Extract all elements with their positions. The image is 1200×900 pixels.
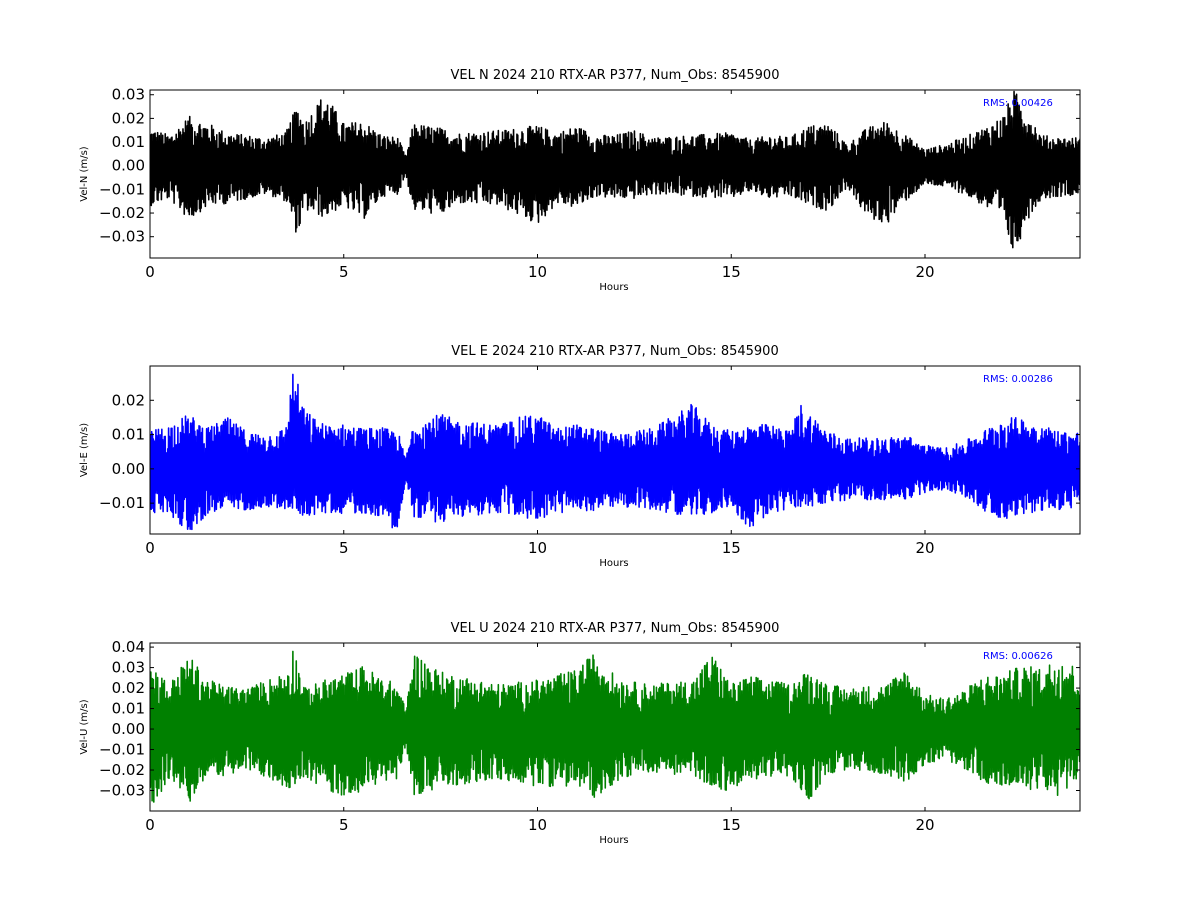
x-tick-label: 5 (339, 539, 349, 557)
y-tick-label: −0.01 (99, 494, 145, 512)
x-axis-label: Hours (599, 558, 628, 569)
x-tick-label: 20 (915, 539, 934, 557)
x-tick-label: 10 (528, 263, 547, 281)
y-tick-label: 0.01 (112, 133, 145, 151)
series-trace (150, 650, 1080, 803)
y-tick-label: 0.02 (112, 679, 145, 697)
y-tick-label: 0.00 (112, 460, 145, 478)
x-tick-label: 15 (722, 816, 741, 834)
chart-panel-2: 0 5 10 15 20 −0.01 0.00 0.01 0.02 VEL E 2024 210 … (79, 344, 1081, 569)
y-tick-label: −0.02 (99, 761, 145, 779)
plot-frame (149, 89, 1081, 259)
y-tick-label: −0.03 (99, 228, 145, 246)
series-trace-group (150, 650, 1080, 803)
series-trace (150, 373, 1080, 531)
y-tick-label: 0.00 (112, 157, 145, 175)
y-axis-label: Vel-N (m/s) (79, 146, 90, 201)
series-trace (150, 90, 1080, 249)
y-tick-label: −0.03 (99, 782, 145, 800)
x-tick-label: 0 (145, 263, 155, 281)
x-tick-label: 5 (339, 263, 349, 281)
series-trace-group (150, 90, 1080, 249)
y-tick-label: 0.00 (112, 720, 145, 738)
x-tick-label: 10 (528, 816, 547, 834)
x-tick-label: 0 (145, 539, 155, 557)
y-axis-label: Vel-U (m/s) (79, 699, 90, 754)
series-trace-group (150, 373, 1080, 531)
x-axis-label: Hours (599, 835, 628, 846)
x-tick-label: 20 (915, 816, 934, 834)
rms-annotation: RMS: 0.00286 (983, 374, 1053, 385)
y-axis-label: Vel-E (m/s) (79, 423, 90, 477)
y-tick-label: 0.01 (112, 426, 145, 444)
x-tick-label: 15 (722, 539, 741, 557)
chart-title: VEL E 2024 210 RTX-AR P377, Num_Obs: 854… (451, 344, 778, 359)
chart-title: VEL U 2024 210 RTX-AR P377, Num_Obs: 854… (451, 621, 780, 636)
x-tick-label: 15 (722, 263, 741, 281)
chart-panel-3: 0 5 10 15 20 −0.03 −0.02 −0.01 0.00 0.01 0.02 0.03 0… (79, 621, 1081, 846)
plot-frame (149, 642, 1081, 812)
y-tick-label: 0.03 (112, 659, 145, 677)
x-tick-label: 10 (528, 539, 547, 557)
y-tick-label: −0.02 (99, 204, 145, 222)
y-tick-label: 0.01 (112, 700, 145, 718)
y-tick-label: −0.01 (99, 180, 145, 198)
y-tick-label: −0.01 (99, 741, 145, 759)
x-axis-label: Hours (599, 282, 628, 293)
y-tick-label: 0.04 (112, 638, 145, 656)
x-tick-label: 0 (145, 816, 155, 834)
y-tick-label: 0.02 (112, 109, 145, 127)
x-tick-label: 5 (339, 816, 349, 834)
plot-frame (149, 365, 1081, 535)
x-tick-label: 20 (915, 263, 934, 281)
y-tick-label: 0.02 (112, 391, 145, 409)
chart-panel-1: 0 5 10 15 20 −0.03 −0.02 −0.01 0.00 0.01 0.02 0.03 V… (79, 68, 1081, 293)
rms-annotation: RMS: 0.00626 (983, 651, 1053, 662)
chart-title: VEL N 2024 210 RTX-AR P377, Num_Obs: 854… (451, 68, 780, 83)
y-tick-label: 0.03 (112, 86, 145, 104)
rms-annotation: RMS: 0.00426 (983, 98, 1053, 109)
